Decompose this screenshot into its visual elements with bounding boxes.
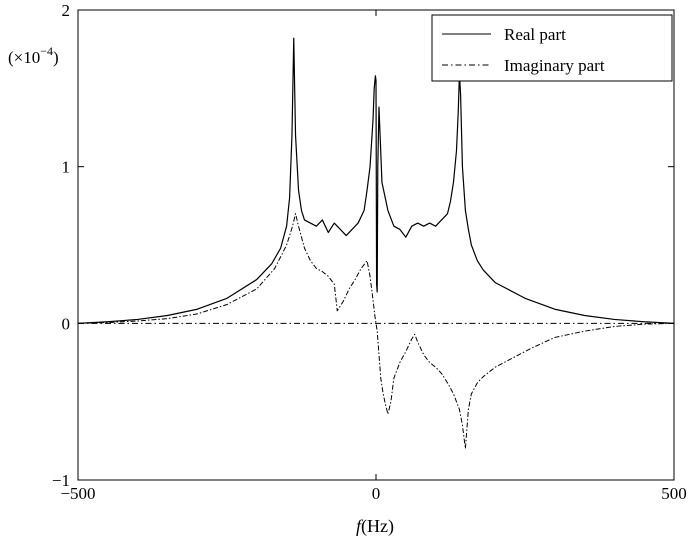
x-axis-unit: (Hz) [361, 516, 394, 537]
x-tick-label: 0 [372, 484, 381, 503]
x-axis-label: f(Hz) [356, 516, 394, 537]
y-tick-label: 0 [62, 314, 71, 333]
y-multiplier-base: (×10 [8, 48, 40, 67]
legend-label-imaginary: Imaginary part [504, 56, 605, 75]
series-layer [77, 37, 675, 450]
y-tick-label: −1 [52, 471, 70, 490]
series-line-real-part [77, 37, 675, 324]
x-axis-variable: f [356, 516, 364, 536]
legend-label-real: Real part [504, 25, 566, 44]
y-tick-label: 2 [62, 1, 71, 20]
y-multiplier-exponent: −4 [40, 44, 53, 58]
y-tick-label: 1 [62, 158, 71, 177]
y-multiplier-close: ) [53, 48, 59, 67]
x-tick-label: 500 [661, 484, 687, 503]
x-tick-label: −500 [60, 484, 95, 503]
legend: Real part Imaginary part [431, 14, 673, 82]
tick-layer: −500 0 500 −1 0 1 2 [52, 1, 687, 503]
svg-text:(×10−4): (×10−4) [8, 44, 59, 67]
y-axis-multiplier: (×10−4) [8, 44, 59, 67]
plot-area: −500 0 500 −1 0 1 2 [52, 1, 687, 503]
legend-box [431, 14, 673, 82]
svg-text:f(Hz): f(Hz) [356, 516, 394, 537]
